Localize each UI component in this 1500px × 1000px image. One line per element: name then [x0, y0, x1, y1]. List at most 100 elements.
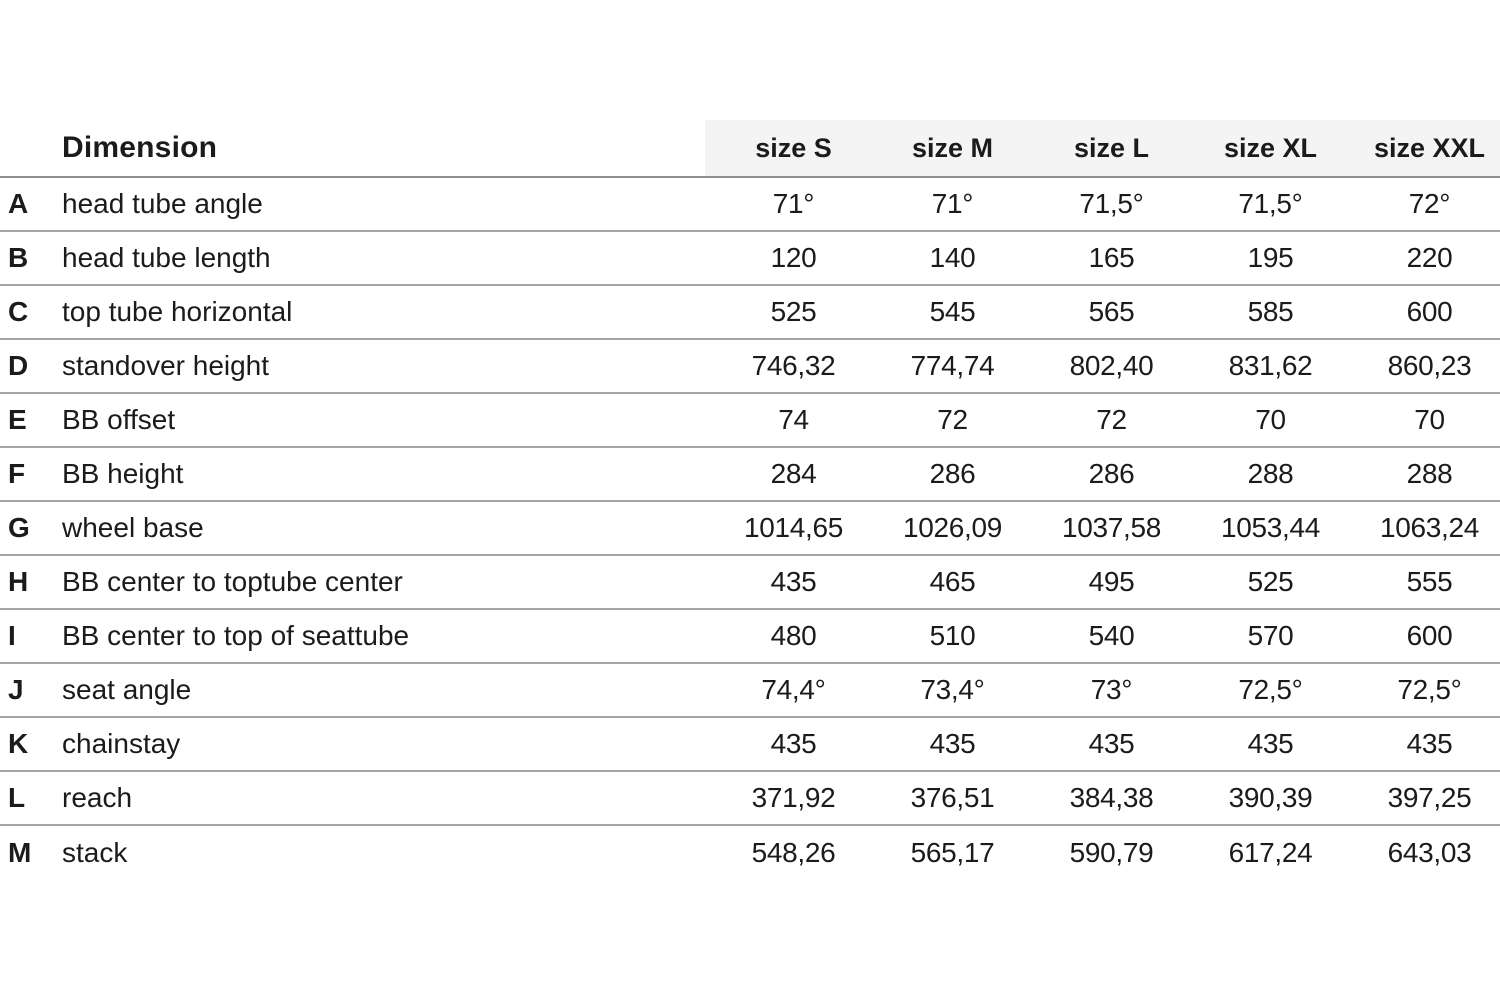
row-value-size-l: 73°	[1090, 674, 1133, 705]
row-value-size-m: 72	[937, 404, 968, 435]
column-header-size-xl: size XL	[1182, 120, 1341, 177]
row-value-size-m: 465	[929, 566, 976, 597]
row-value-size-s: 284	[770, 458, 817, 489]
row-letter: D	[8, 350, 29, 381]
row-value-size-xxl: 72°	[1408, 188, 1451, 219]
row-value-size-m: 71°	[931, 188, 974, 219]
row-value-size-l: 71,5°	[1079, 188, 1144, 219]
table-row: I BB center to top of seattube 480 510 5…	[0, 609, 1500, 663]
row-label: head tube angle	[62, 188, 263, 219]
row-value-size-m: 140	[929, 242, 976, 273]
row-label: wheel base	[62, 512, 204, 543]
table-row: M stack 548,26 565,17 590,79 617,24 643,…	[0, 825, 1500, 879]
row-value-size-s: 548,26	[751, 836, 836, 868]
row-value-size-l: 495	[1088, 566, 1135, 597]
column-header-size-l: size L	[1023, 120, 1182, 177]
row-value-size-xxl: 220	[1406, 242, 1453, 273]
row-value-size-xl: 525	[1247, 566, 1294, 597]
table-header-row: Dimension size S size M size L size XL s…	[0, 120, 1500, 177]
geometry-table: Dimension size S size M size L size XL s…	[0, 120, 1500, 879]
row-value-size-xxl: 397,25	[1387, 782, 1472, 813]
table-row: L reach 371,92 376,51 384,38 390,39 397,…	[0, 771, 1500, 825]
row-label: chainstay	[62, 728, 181, 759]
row-value-size-s: 371,92	[751, 782, 836, 813]
table-row: E BB offset 74 72 72 70 70	[0, 393, 1500, 447]
column-header-size-xxl: size XXL	[1341, 120, 1500, 177]
header-letter-spacer	[0, 120, 55, 177]
row-value-size-xl: 831,62	[1228, 350, 1313, 381]
row-value-size-xxl: 72,5°	[1397, 674, 1462, 705]
row-letter: I	[8, 620, 16, 651]
row-value-size-m: 1026,09	[902, 512, 1003, 543]
row-label: BB offset	[62, 404, 176, 435]
row-value-size-xl: 72,5°	[1238, 674, 1303, 705]
table-row: F BB height 284 286 286 288 288	[0, 447, 1500, 501]
row-letter: M	[8, 836, 32, 868]
row-value-size-l: 435	[1088, 728, 1135, 759]
dimension-column-header: Dimension	[62, 131, 218, 164]
row-value-size-xxl: 600	[1406, 296, 1453, 327]
row-value-size-xl: 435	[1247, 728, 1294, 759]
row-value-size-xl: 1053,44	[1220, 512, 1321, 543]
row-value-size-l: 565	[1088, 296, 1135, 327]
table-row: B head tube length 120 140 165 195 220	[0, 231, 1500, 285]
table-row: H BB center to toptube center 435 465 49…	[0, 555, 1500, 609]
row-value-size-xxl: 435	[1406, 728, 1453, 759]
row-value-size-xxl: 860,23	[1387, 350, 1472, 381]
row-value-size-xxl: 555	[1406, 566, 1453, 597]
row-value-size-xl: 585	[1247, 296, 1294, 327]
row-value-size-xl: 570	[1247, 620, 1294, 651]
row-value-size-xxl: 70	[1414, 404, 1445, 435]
table-row: G wheel base 1014,65 1026,09 1037,58 105…	[0, 501, 1500, 555]
table-row: K chainstay 435 435 435 435 435	[0, 717, 1500, 771]
row-value-size-s: 1014,65	[743, 512, 844, 543]
row-letter: H	[8, 566, 29, 597]
row-value-size-m: 565,17	[910, 836, 995, 868]
row-value-size-l: 1037,58	[1061, 512, 1162, 543]
row-value-size-l: 72	[1096, 404, 1127, 435]
row-value-size-l: 384,38	[1069, 782, 1154, 813]
row-value-size-m: 545	[929, 296, 976, 327]
row-value-size-m: 286	[929, 458, 976, 489]
row-label: BB center to toptube center	[62, 566, 403, 597]
row-value-size-s: 74,4°	[761, 674, 826, 705]
row-label: top tube horizontal	[62, 296, 293, 327]
row-value-size-m: 510	[929, 620, 976, 651]
row-value-size-xl: 390,39	[1228, 782, 1313, 813]
row-value-size-m: 435	[929, 728, 976, 759]
row-label: stack	[62, 836, 128, 868]
row-letter: A	[8, 188, 29, 219]
row-value-size-l: 165	[1088, 242, 1135, 273]
row-letter: J	[8, 674, 24, 705]
row-value-size-s: 74	[778, 404, 809, 435]
row-value-size-xl: 288	[1247, 458, 1294, 489]
row-letter: G	[8, 512, 30, 543]
table-row: C top tube horizontal 525 545 565 585 60…	[0, 285, 1500, 339]
row-value-size-xxl: 643,03	[1387, 836, 1472, 868]
column-header-size-s: size S	[705, 120, 864, 177]
row-value-size-xxl: 288	[1406, 458, 1453, 489]
row-value-size-s: 480	[770, 620, 817, 651]
row-value-size-l: 590,79	[1069, 836, 1154, 868]
row-value-size-xxl: 1063,24	[1379, 512, 1480, 543]
column-header-size-m: size M	[864, 120, 1023, 177]
row-label: BB height	[62, 458, 184, 489]
row-letter: K	[8, 728, 29, 759]
table-row: A head tube angle 71° 71° 71,5° 71,5° 72…	[0, 177, 1500, 231]
row-letter: B	[8, 242, 29, 273]
table-body: A head tube angle 71° 71° 71,5° 71,5° 72…	[0, 177, 1500, 879]
row-value-size-xxl: 600	[1406, 620, 1453, 651]
row-value-size-m: 774,74	[910, 350, 995, 381]
row-value-size-m: 73,4°	[920, 674, 985, 705]
row-value-size-xl: 617,24	[1228, 836, 1313, 868]
row-label: standover height	[62, 350, 270, 381]
row-value-size-xl: 70	[1255, 404, 1286, 435]
row-value-size-s: 435	[770, 728, 817, 759]
row-value-size-s: 746,32	[751, 350, 836, 381]
table-row: D standover height 746,32 774,74 802,40 …	[0, 339, 1500, 393]
table-row: J seat angle 74,4° 73,4° 73° 72,5° 72,5°	[0, 663, 1500, 717]
row-label: head tube length	[62, 242, 271, 273]
row-value-size-l: 286	[1088, 458, 1135, 489]
row-value-size-s: 525	[770, 296, 817, 327]
